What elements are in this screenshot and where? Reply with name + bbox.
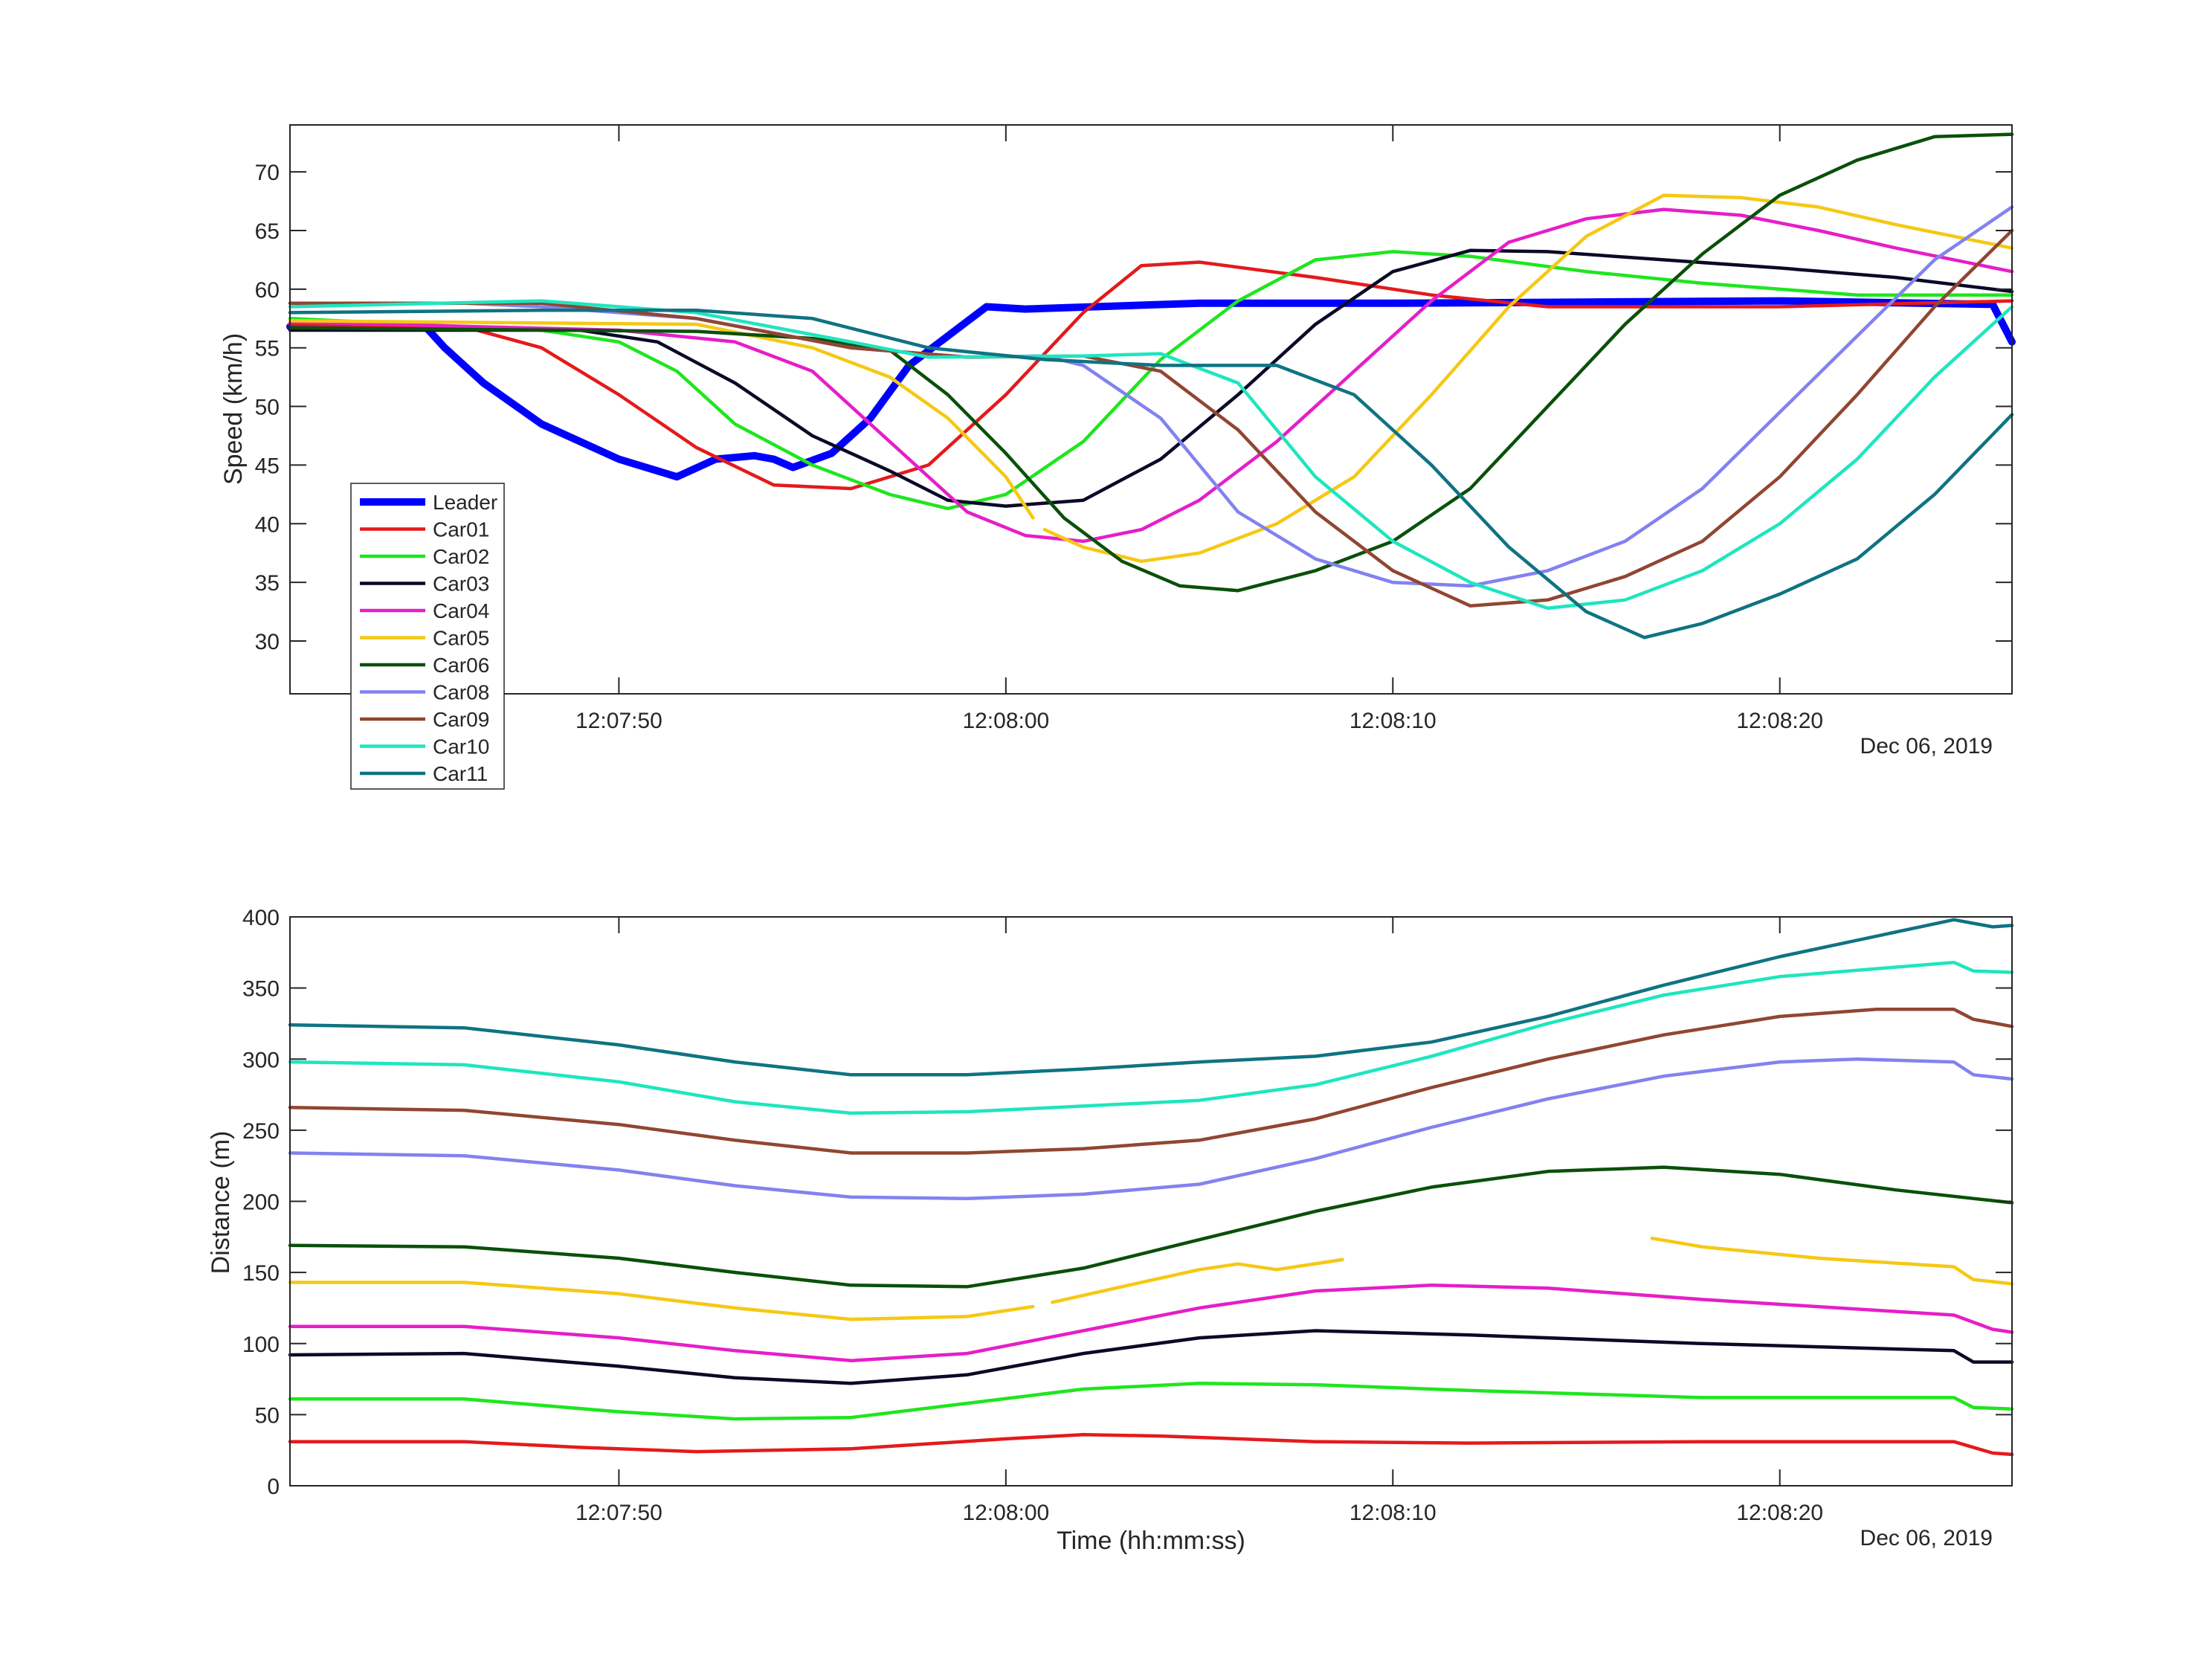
legend-label-car02: Car02 bbox=[433, 545, 489, 568]
y-tick-label: 50 bbox=[255, 1403, 280, 1428]
speed-line-car02 bbox=[288, 250, 2014, 511]
y-tick-label: 300 bbox=[242, 1048, 280, 1072]
speed-x-ticks: 12:07:50 12:08:00 12:08:10 12:08:20 bbox=[575, 125, 1823, 733]
legend-label-car04: Car04 bbox=[433, 599, 489, 622]
speed-line-car10 bbox=[288, 299, 2014, 611]
speed-date-label: Dec 06, 2019 bbox=[1860, 734, 1993, 758]
y-tick-label: 50 bbox=[255, 396, 280, 420]
distance-line-car08 bbox=[288, 1057, 2014, 1200]
distance-line-car05-segment-2 bbox=[1051, 1257, 1344, 1304]
legend-item-car03: Car03 bbox=[360, 573, 489, 596]
legend-item-leader: Leader bbox=[360, 491, 497, 514]
distance-series-group bbox=[288, 918, 2014, 1457]
distance-x-ticks: 12:07:50 12:08:00 12:08:10 12:08:20 bbox=[575, 917, 1823, 1525]
legend-item-car06: Car06 bbox=[360, 654, 489, 677]
speed-line-car05 bbox=[288, 319, 1035, 520]
legend-label-car01: Car01 bbox=[433, 518, 489, 541]
legend-label-car06: Car06 bbox=[433, 654, 489, 677]
speed-y-axis-label: Speed (km/h) bbox=[219, 333, 248, 485]
y-tick-label: 60 bbox=[255, 278, 280, 303]
y-tick-label: 40 bbox=[255, 512, 280, 537]
distance-y-ticks: 0 50 100 150 200 250 300 350 400 bbox=[242, 906, 2012, 1499]
x-tick-label: 12:08:20 bbox=[1736, 1501, 1823, 1525]
distance-line-car04 bbox=[288, 1283, 2014, 1362]
x-tick-label: 12:08:20 bbox=[1736, 709, 1823, 733]
legend-item-car08: Car08 bbox=[360, 681, 489, 704]
speed-line-car05-segment-2 bbox=[1042, 193, 2014, 564]
distance-axes-background bbox=[290, 917, 2012, 1486]
y-tick-label: 400 bbox=[242, 906, 280, 930]
y-tick-label: 70 bbox=[255, 161, 280, 185]
speed-panel: 12:07:50 12:08:00 12:08:10 12:08:20 30 35 40 4… bbox=[219, 124, 2016, 790]
x-tick-label: 12:08:00 bbox=[962, 709, 1049, 733]
legend-label-leader: Leader bbox=[433, 491, 497, 514]
legend-item-car11: Car11 bbox=[360, 762, 488, 785]
legend-item-car01: Car01 bbox=[360, 518, 489, 541]
distance-panel: 12:07:50 12:08:00 12:08:10 12:08:20 0 50 100 1… bbox=[207, 906, 2014, 1555]
speed-line-car01 bbox=[288, 260, 2014, 491]
distance-x-axis-label: Time (hh:mm:ss) bbox=[1057, 1527, 1245, 1555]
legend-label-car08: Car08 bbox=[433, 681, 489, 704]
distance-line-car09 bbox=[288, 1008, 2014, 1155]
x-tick-label: 12:08:10 bbox=[1350, 1501, 1436, 1525]
speed-y-ticks: 30 35 40 45 50 55 60 65 70 bbox=[255, 161, 2012, 654]
y-tick-label: 65 bbox=[255, 219, 280, 244]
y-tick-label: 100 bbox=[242, 1333, 280, 1357]
legend-item-car02: Car02 bbox=[360, 545, 489, 568]
speed-line-car06 bbox=[288, 132, 2014, 593]
speed-line-car04 bbox=[288, 207, 2014, 544]
legend-item-car05: Car05 bbox=[360, 627, 489, 650]
distance-y-axis-label: Distance (m) bbox=[207, 1131, 235, 1275]
y-tick-label: 35 bbox=[255, 571, 280, 596]
distance-line-car01 bbox=[288, 1432, 2014, 1457]
legend-label-car05: Car05 bbox=[433, 627, 489, 650]
speed-axes-box bbox=[289, 124, 2013, 695]
y-tick-label: 30 bbox=[255, 630, 280, 654]
x-tick-label: 12:07:50 bbox=[575, 1501, 662, 1525]
y-tick-label: 250 bbox=[242, 1119, 280, 1144]
distance-line-car02 bbox=[288, 1382, 2014, 1421]
speed-axes-background bbox=[290, 125, 2012, 694]
speed-series-group bbox=[286, 132, 2016, 640]
y-tick-label: 150 bbox=[242, 1261, 280, 1286]
speed-line-leader bbox=[286, 297, 2016, 481]
legend-item-car04: Car04 bbox=[360, 599, 489, 622]
legend-item-car10: Car10 bbox=[360, 735, 489, 758]
legend-item-car09: Car09 bbox=[360, 708, 489, 731]
y-tick-label: 200 bbox=[242, 1191, 280, 1215]
legend-label-car11: Car11 bbox=[433, 762, 488, 785]
distance-line-car05 bbox=[288, 1281, 1035, 1321]
legend: Leader Car01 Car02 Car03 Car04 Car05 Car06 Car0… bbox=[350, 483, 505, 790]
distance-line-car10 bbox=[288, 960, 2014, 1115]
legend-items: Leader Car01 Car02 Car03 Car04 Car05 Car06 Car0… bbox=[360, 491, 497, 785]
speed-line-car03 bbox=[288, 248, 2014, 508]
speed-line-car09 bbox=[288, 228, 2014, 608]
y-tick-label: 45 bbox=[255, 454, 280, 478]
x-tick-label: 12:07:50 bbox=[575, 709, 662, 733]
y-tick-label: 350 bbox=[242, 977, 280, 1002]
legend-label-car03: Car03 bbox=[433, 573, 489, 596]
distance-line-car05-segment-3 bbox=[1650, 1236, 2014, 1286]
legend-label-car09: Car09 bbox=[433, 708, 489, 731]
legend-label-car10: Car10 bbox=[433, 735, 489, 758]
distance-line-car11 bbox=[288, 918, 2014, 1077]
distance-line-car03 bbox=[288, 1329, 2014, 1385]
x-tick-label: 12:08:00 bbox=[962, 1501, 1049, 1525]
distance-line-car06 bbox=[288, 1165, 2014, 1289]
speed-line-car11 bbox=[288, 308, 2014, 640]
distance-date-label: Dec 06, 2019 bbox=[1860, 1526, 1993, 1550]
y-tick-label: 0 bbox=[267, 1475, 280, 1499]
x-tick-label: 12:08:10 bbox=[1350, 709, 1436, 733]
y-tick-label: 55 bbox=[255, 337, 280, 361]
